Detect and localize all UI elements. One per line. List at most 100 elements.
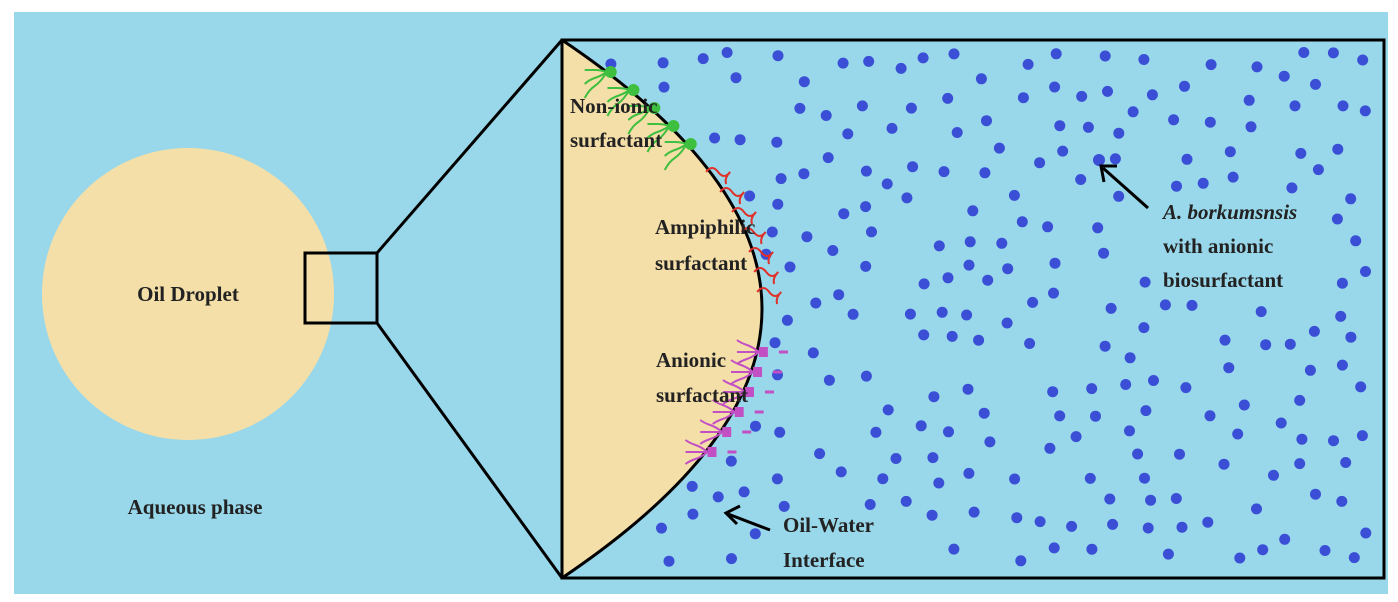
bacteria-dot — [1124, 425, 1135, 437]
bacteria-dot — [962, 383, 974, 395]
bacteria-dot — [1238, 399, 1250, 411]
bacteria-dot — [772, 50, 784, 62]
bacteria-dot — [771, 136, 783, 148]
bacteria-dot — [1355, 381, 1367, 393]
bacteria-dot — [1360, 266, 1371, 277]
bacteria-dot — [978, 407, 990, 419]
bacteria-dot — [882, 404, 894, 416]
bacteria-dot — [1332, 143, 1344, 155]
bacteria-dot — [775, 173, 787, 185]
bacteria-dot — [1050, 48, 1062, 60]
bacteria-dot — [1345, 331, 1357, 343]
bacteria-dot — [979, 167, 991, 179]
bacteria-dot — [1186, 299, 1198, 311]
bacteria-dot — [981, 115, 992, 127]
bacteria-dot — [1054, 120, 1066, 132]
bacteria-dot — [1348, 552, 1360, 564]
bacteria-dot — [1162, 548, 1174, 560]
bacteria-dot — [1159, 299, 1171, 311]
bacteria-dot — [750, 420, 761, 432]
highlighted-bacterium — [1093, 154, 1105, 166]
bacteria-dot — [1034, 516, 1046, 528]
bacteria-dot — [697, 53, 709, 65]
ampiphilic-surfactant — [705, 167, 731, 185]
non-ionic-surfactant — [663, 138, 697, 171]
anionic-label-line2: surfactant — [656, 383, 748, 407]
bacteria-dot — [1336, 359, 1348, 371]
bacteria-dot — [1042, 221, 1054, 233]
bacteria-dot — [1104, 493, 1116, 505]
ampiphilic-surfactant — [748, 247, 774, 265]
bacteria-dot — [1027, 296, 1039, 308]
bacteria-arrow — [1099, 164, 1149, 210]
bacteria-label-line3: biosurfactant — [1163, 268, 1283, 292]
anionic-surfactant — [699, 419, 752, 445]
ampiphilic-surfactant — [719, 187, 745, 205]
oil-water-interface-line — [561, 38, 764, 580]
aqueous-phase-label: Aqueous phase — [128, 495, 263, 519]
bacteria-dot — [927, 452, 939, 464]
bacteria-dot — [1024, 338, 1036, 349]
non-ionic-surfactant — [606, 84, 640, 117]
bacteria-dot — [847, 308, 859, 320]
bacteria-dot — [801, 231, 813, 243]
bacteria-dot — [1022, 58, 1034, 70]
bacteria-dot — [1145, 494, 1157, 506]
bacteria-dot — [1278, 70, 1290, 82]
bacteria-dot — [1075, 174, 1087, 185]
bacteria-dot — [918, 278, 930, 290]
bacteria-dot — [835, 466, 847, 478]
bacteria-dot — [1331, 213, 1343, 225]
anionic-label-line1: Anionic — [656, 348, 726, 372]
bacteria-dot — [993, 142, 1005, 154]
bacteria-dot — [933, 477, 945, 489]
bacteria-dot — [1070, 431, 1082, 443]
bacteria-dot — [870, 426, 882, 438]
bacteria-dot — [807, 347, 819, 359]
bacteria-dot — [1204, 410, 1216, 422]
bacteria-dot — [778, 500, 790, 512]
non-ionic-surfactant — [583, 66, 617, 99]
bacteria-dot — [915, 420, 927, 432]
bacteria-dot — [1048, 542, 1060, 554]
magnified-panel — [560, 38, 1386, 580]
bacteria-dot — [1284, 338, 1296, 350]
bacteria-dot — [1142, 522, 1154, 534]
bacteria-dot — [1084, 472, 1096, 484]
magnified-panel-border — [560, 38, 1386, 580]
bacteria-dot — [721, 47, 733, 58]
bacteria-dot — [1090, 410, 1101, 422]
bacteria-dot — [1308, 325, 1320, 337]
bacteria-dot — [1001, 317, 1013, 329]
bacteria-dot — [1008, 189, 1020, 201]
bacteria-layer — [605, 47, 1372, 567]
bacteria-dot — [1176, 521, 1188, 533]
bacteria-dot — [1294, 458, 1306, 470]
bacteria-dot — [1360, 527, 1372, 539]
bacteria-dot — [769, 337, 781, 349]
bacteria-dot — [1124, 352, 1136, 364]
surfactant-layer — [583, 66, 788, 465]
bacteria-dot — [946, 330, 958, 342]
bacteria-dot — [1304, 364, 1316, 376]
bacteria-dot — [984, 436, 996, 448]
bacteria-dot — [1251, 503, 1262, 515]
bacteria-dot — [749, 528, 761, 540]
bacteria-dot — [860, 370, 872, 382]
bacteria-dot — [1350, 235, 1362, 247]
bacteria-dot — [1009, 473, 1021, 485]
bacteria-dot — [798, 76, 810, 88]
anionic-surfactant — [730, 359, 783, 385]
bacteria-dot — [1049, 257, 1061, 269]
anionic-surfactant — [736, 339, 788, 365]
bacteria-dot — [928, 391, 940, 403]
bacteria-dot — [794, 102, 806, 114]
bacteria-dot — [814, 448, 826, 460]
bacteria-dot — [948, 48, 960, 60]
bacteria-dot — [901, 192, 913, 204]
anionic-surfactant — [712, 399, 764, 425]
bacteria-dot — [687, 508, 699, 520]
bacteria-dot — [881, 178, 893, 190]
